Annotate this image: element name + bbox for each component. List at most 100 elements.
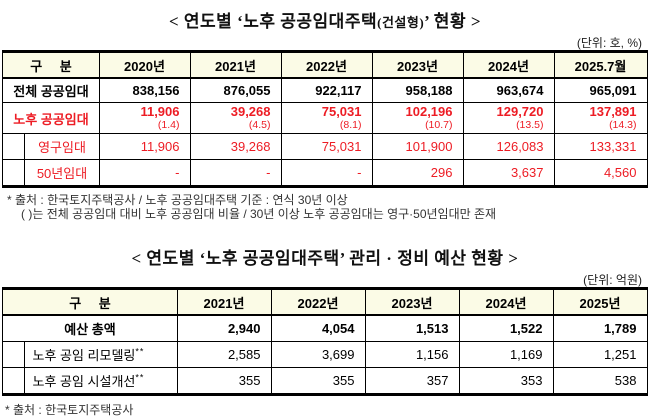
footnote-marker: ** — [135, 347, 145, 358]
row-label: 노후 공공임대 — [2, 101, 100, 135]
cell-value: 39,268 (4.5) — [189, 101, 282, 135]
year-header: 2025년 — [552, 288, 648, 317]
year-header: 2021년 — [176, 288, 272, 317]
row-sublabel: 노후 공임 시설개선** — [24, 367, 178, 396]
corner-header: 구 분 — [2, 288, 178, 317]
corner-header: 구 분 — [2, 51, 100, 79]
section1-title-post: ’ 현황 > — [424, 12, 482, 31]
section1-footnote: * 출처 : 한국토지주택공사 / 노후 공공임대주택 기준 : 연식 30년 … — [7, 193, 650, 221]
row-sublabel: 50년임대 — [24, 159, 100, 188]
section1-title: < 연도별 ‘노후 공공임대주택(건설형)’ 현황 > — [0, 7, 650, 32]
section2-footnote: * 출처 : 한국토지주택공사 ** (노후 공임 리모델링) 세대 내부 리모… — [5, 402, 650, 417]
cell-value: 357 — [364, 367, 460, 396]
footnote-line: * 출처 : 한국토지주택공사 — [5, 403, 134, 417]
aged-housing-table: 구 분 2020년 2021년 2022년 2023년 2024년 2025.7… — [2, 50, 648, 189]
cell-value: 2,585 — [176, 341, 272, 369]
table-row-aged: 노후 공공임대 11,906 (1.4) 39,268 (4.5) 75,031 (8… — [2, 101, 648, 135]
table-header-row: 구 분 2020년 2021년 2022년 2023년 2024년 2025.7… — [2, 51, 648, 79]
cell-value: 963,674 — [462, 77, 555, 103]
sublabel-text: 노후 공임 리모델링 — [32, 348, 136, 364]
section2-title: < 연도별 ‘노후 공공임대주택’ 관리 · 정비 예산 현황 > — [131, 249, 519, 269]
cell-value: 1,522 — [458, 314, 554, 343]
table-row-facility: 노후 공임 시설개선** 355 355 357 353 538 — [2, 367, 648, 397]
cell-value: 101,900 — [371, 133, 464, 161]
cell-value: 296 — [371, 159, 464, 188]
cell-value: 3,637 — [462, 159, 555, 188]
year-header: 2024년 — [462, 51, 555, 79]
cell-value: - — [280, 159, 373, 188]
cell-value: 538 — [552, 367, 648, 396]
cell-value: 133,331 — [553, 133, 648, 161]
aged-count: 39,268 — [230, 104, 271, 119]
cell-value: 353 — [458, 367, 554, 396]
aged-count: 129,720 — [496, 104, 544, 119]
sublabel-text: 노후 공임 시설개선 — [32, 374, 136, 390]
aged-count: 102,196 — [405, 104, 453, 119]
row-label: 전체 공공임대 — [2, 77, 100, 103]
footnote-line: * 출처 : 한국토지주택공사 / 노후 공공임대주택 기준 : 연식 30년 … — [7, 193, 348, 208]
row-label: 예산 총액 — [2, 314, 178, 343]
aged-ratio: (8.1) — [339, 118, 362, 131]
indent-cell — [2, 367, 26, 397]
section1-title-small: (건설형) — [377, 15, 425, 30]
cell-value: 1,169 — [458, 341, 554, 369]
aged-ratio: (14.3) — [609, 118, 637, 131]
cell-value: - — [98, 159, 191, 188]
year-header: 2025.7월 — [553, 51, 648, 79]
year-header: 2021년 — [189, 51, 282, 79]
cell-value: 355 — [270, 367, 366, 396]
cell-value: 129,720 (13.5) — [462, 101, 555, 135]
footnote-line: ( )는 전체 공공임대 대비 노후 공공임대 비율 / 30년 이상 노후 공… — [21, 207, 497, 222]
section1-title-pre: < 연도별 ‘노후 공공임대주택 — [168, 12, 378, 31]
aged-ratio: (1.4) — [157, 118, 180, 131]
cell-value: 1,789 — [552, 314, 648, 343]
indent-cell — [2, 341, 26, 369]
cell-value: 3,699 — [270, 341, 366, 369]
cell-value: 2,940 — [176, 314, 272, 343]
footnote-marker: ** — [135, 373, 145, 384]
year-header: 2024년 — [458, 288, 554, 317]
budget-table: 구 분 2021년 2022년 2023년 2024년 2025년 예산 총액 … — [2, 287, 648, 397]
table-row-permanent: 영구임대 11,906 39,268 75,031 101,900 126,08… — [2, 133, 648, 161]
section1-unit-label: (단위: 호, %) — [576, 36, 642, 50]
cell-value: 1,156 — [364, 341, 460, 369]
cell-value: 1,251 — [552, 341, 648, 369]
aged-count: 75,031 — [321, 104, 362, 119]
section2-unit-label: (단위: 억원) — [583, 273, 642, 288]
year-header: 2020년 — [98, 51, 191, 79]
cell-value: 137,891 (14.3) — [553, 101, 648, 135]
aged-count: 11,906 — [140, 104, 180, 119]
cell-value: 11,906 — [98, 133, 191, 161]
cell-value: 922,117 — [280, 77, 373, 103]
cell-value: 355 — [176, 367, 272, 396]
cell-value: 838,156 — [98, 77, 191, 103]
indent-cell — [2, 159, 26, 189]
aged-count: 137,891 — [589, 104, 637, 119]
cell-value: - — [189, 159, 282, 188]
cell-value: 75,031 — [280, 133, 373, 161]
cell-value: 102,196 (10.7) — [371, 101, 464, 135]
year-header: 2023년 — [371, 51, 464, 79]
year-header: 2023년 — [364, 288, 460, 317]
cell-value: 4,054 — [270, 314, 366, 343]
aged-ratio: (4.5) — [248, 118, 271, 131]
cell-value: 75,031 (8.1) — [280, 101, 373, 135]
cell-value: 958,188 — [371, 77, 464, 103]
year-header: 2022년 — [270, 288, 366, 317]
aged-ratio: (10.7) — [425, 118, 453, 131]
table-row-remodeling: 노후 공임 리모델링** 2,585 3,699 1,156 1,169 1,2… — [2, 341, 648, 369]
table-row-fifty: 50년임대 - - - 296 3,637 4,560 — [2, 159, 648, 189]
cell-value: 965,091 — [553, 77, 648, 103]
cell-value: 39,268 — [189, 133, 282, 161]
cell-value: 1,513 — [364, 314, 460, 343]
indent-cell — [2, 133, 26, 161]
table-row-budget-total: 예산 총액 2,940 4,054 1,513 1,522 1,789 — [2, 314, 648, 343]
row-sublabel: 노후 공임 리모델링** — [24, 341, 178, 369]
year-header: 2022년 — [280, 51, 373, 79]
table-row-total: 전체 공공임대 838,156 876,055 922,117 958,188 … — [2, 77, 648, 103]
cell-value: 11,906 (1.4) — [98, 101, 191, 135]
aged-ratio: (13.5) — [516, 118, 544, 131]
table-header-row: 구 분 2021년 2022년 2023년 2024년 2025년 — [2, 288, 648, 317]
cell-value: 126,083 — [462, 133, 555, 161]
